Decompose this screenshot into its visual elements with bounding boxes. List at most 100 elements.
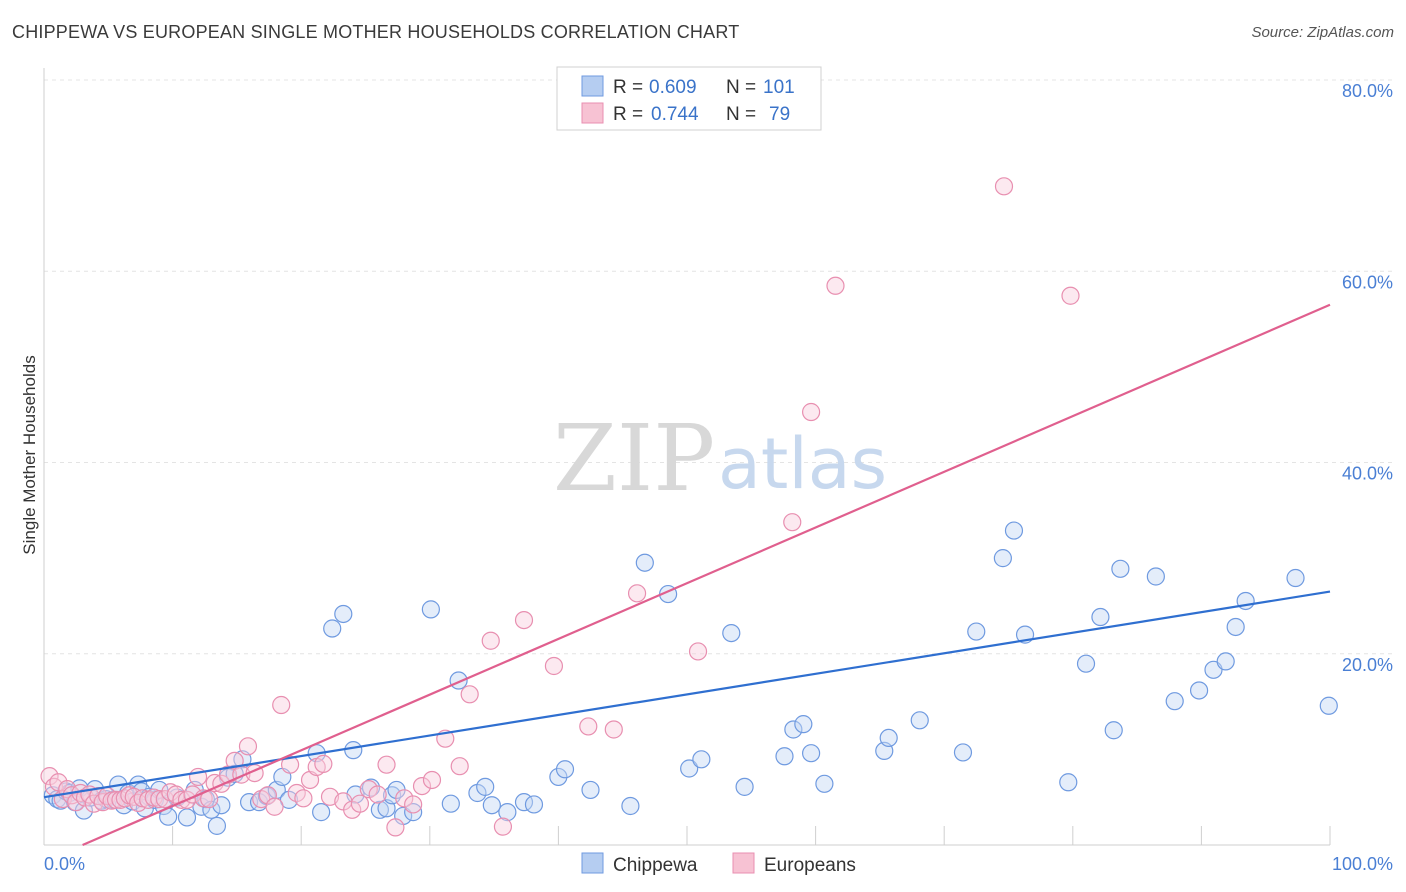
legend-n-value-1: 101 [763,77,795,98]
legend-r-value-1: 0.609 [649,77,697,98]
europeans-point [422,770,442,790]
legend-r-value-2: 0.744 [651,104,699,125]
legend-r-label-2: R = [613,104,643,125]
chippewa-point [967,622,986,641]
x-tick-label: 100.0% [1332,854,1393,874]
legend-swatch-europeans [581,102,604,124]
bottom-legend-swatch-chippewa [581,852,604,874]
chippewa-point [910,711,929,730]
chippewa-point [404,803,423,822]
bottom-legend-chippewa: Chippewa [613,855,698,876]
chippewa-point [476,777,495,796]
europeans-point [294,789,313,808]
chippewa-point [1226,617,1245,637]
europeans-point [450,757,469,776]
bottom-legend: Chippewa Europeans [581,852,856,876]
europeans-point [783,513,802,532]
europeans-point [314,754,333,774]
bottom-legend-swatch-europeans [732,852,755,874]
europeans-point [395,789,414,808]
legend-r-label-1: R = [613,77,643,98]
europeans-point [350,794,370,813]
chippewa-point [1104,721,1123,740]
chippewa-point [177,808,197,827]
europeans-point [688,642,708,661]
y-axis-label: Single Mother Households [20,355,39,554]
europeans-point [579,717,598,736]
europeans-point [604,720,623,739]
chippewa-point [953,743,973,762]
chippewa-point [1059,773,1078,792]
chippewa-point [441,794,460,813]
chippewa-point [802,744,821,763]
gridlines [44,79,1392,655]
europeans-point [359,780,378,799]
chippewa-point [323,619,342,638]
chart-title: CHIPPEWA VS EUROPEAN SINGLE MOTHER HOUSE… [12,22,740,42]
chippewa-point [312,803,331,822]
chippewa-point [680,759,699,778]
x-tick-marks [43,826,1331,845]
chippewa-point [775,747,794,766]
chippewa-point [879,728,898,748]
source-label: Source: ZipAtlas.com [1251,24,1394,41]
series-europeans-points [40,177,1080,837]
europeans-point [368,785,387,804]
chippewa-point [207,816,227,835]
chippewa-point [621,796,640,816]
y-tick-labels: 20.0% 40.0% 60.0% 80.0% [1342,81,1393,675]
x-tick-label: 0.0% [44,854,85,874]
chippewa-point [421,600,440,619]
chippewa-point [581,780,600,800]
europeans-point [150,789,169,809]
y-tick-label: 20.0% [1342,655,1393,675]
legend-n-value-2: 79 [769,104,790,125]
chippewa-point [794,715,813,734]
watermark-atlas: atlas [718,423,887,505]
europeans-point [40,767,59,786]
europeans-point [994,177,1014,196]
europeans-point [1061,286,1080,305]
europeans-point [404,795,423,814]
chippewa-point [1319,696,1338,715]
chippewa-point [334,604,353,624]
chippewa-point [993,549,1012,568]
legend-swatch-chippewa [581,75,604,97]
chippewa-point [549,767,568,787]
y-tick-label: 40.0% [1342,464,1393,484]
europeans-point [627,584,647,603]
chippewa-point [555,760,575,779]
chippewa-point [815,774,834,793]
europeans-point [460,685,479,704]
chippewa-point [735,777,754,796]
chippewa-point [692,750,711,769]
europeans-point [802,402,821,422]
chippewa-point [635,553,654,572]
europeans-point [386,818,405,837]
europeans-point [412,776,432,796]
legend-n-label-2: N = [726,104,756,125]
chippewa-point [498,803,517,822]
legend-n-label-1: N = [726,77,756,98]
chippewa-point [722,623,741,643]
europeans-point [544,656,564,676]
legend-box: R = 0.609 N = 101 R = 0.744 N = 79 [556,66,822,131]
chippewa-point [370,800,389,819]
chippewa-point [1076,654,1096,673]
chippewa-point [1216,652,1235,671]
chippewa-point [1286,568,1305,588]
chippewa-point [344,741,363,760]
series-chippewa-points [43,521,1338,835]
europeans-point [377,755,396,774]
chippewa-point [1091,607,1110,627]
europeans-trend-line [82,303,1331,847]
europeans-point [238,737,258,756]
y-tick-label: 60.0% [1342,272,1393,292]
europeans-point [272,695,291,715]
chippewa-trend-line [43,590,1331,799]
chippewa-point [1004,521,1024,540]
chippewa-point [1165,692,1184,711]
y-tick-label: 80.0% [1342,81,1393,101]
chippewa-point [524,795,544,814]
